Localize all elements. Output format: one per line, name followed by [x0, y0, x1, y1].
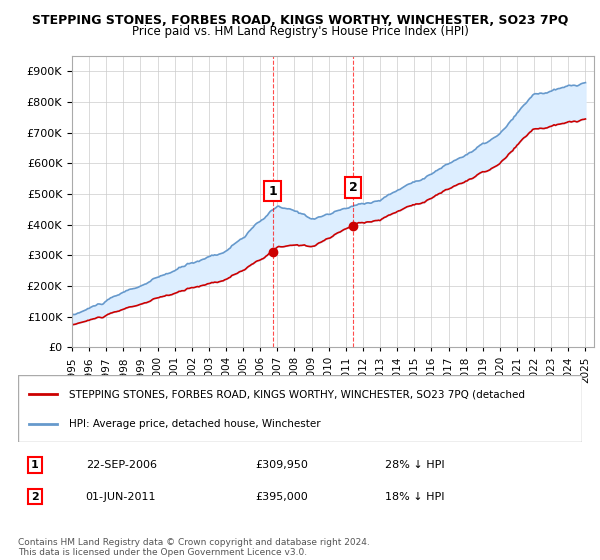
Text: Contains HM Land Registry data © Crown copyright and database right 2024.
This d: Contains HM Land Registry data © Crown c…: [18, 538, 370, 557]
Text: HPI: Average price, detached house, Winchester: HPI: Average price, detached house, Winc…: [69, 418, 320, 428]
FancyBboxPatch shape: [18, 375, 582, 442]
Text: Price paid vs. HM Land Registry's House Price Index (HPI): Price paid vs. HM Land Registry's House …: [131, 25, 469, 38]
Text: 1: 1: [268, 185, 277, 198]
Text: £309,950: £309,950: [255, 460, 308, 470]
Text: 2: 2: [31, 492, 39, 502]
Text: 2: 2: [349, 181, 358, 194]
Text: STEPPING STONES, FORBES ROAD, KINGS WORTHY, WINCHESTER, SO23 7PQ (detached: STEPPING STONES, FORBES ROAD, KINGS WORT…: [69, 389, 525, 399]
Text: 01-JUN-2011: 01-JUN-2011: [86, 492, 156, 502]
Text: £395,000: £395,000: [255, 492, 308, 502]
Text: 28% ↓ HPI: 28% ↓ HPI: [385, 460, 444, 470]
Text: 1: 1: [31, 460, 39, 470]
Text: 18% ↓ HPI: 18% ↓ HPI: [385, 492, 444, 502]
Text: STEPPING STONES, FORBES ROAD, KINGS WORTHY, WINCHESTER, SO23 7PQ: STEPPING STONES, FORBES ROAD, KINGS WORT…: [32, 14, 568, 27]
Text: 22-SEP-2006: 22-SEP-2006: [86, 460, 157, 470]
